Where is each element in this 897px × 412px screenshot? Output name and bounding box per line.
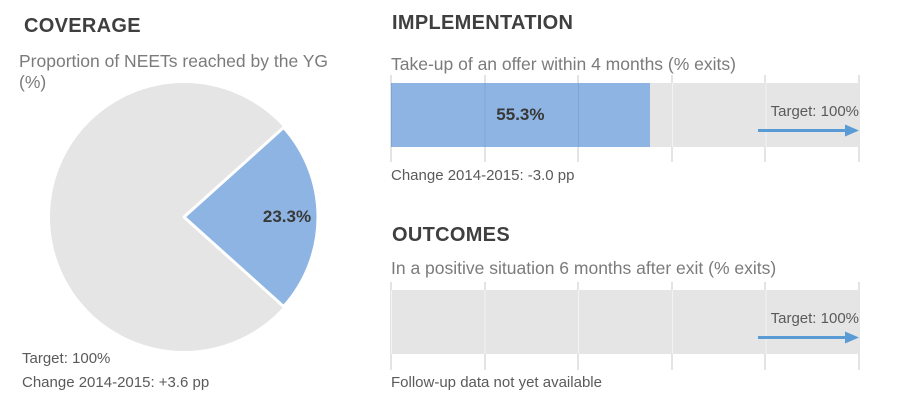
outcomes-target: Target: 100% (757, 310, 859, 344)
implementation-change-label: Change 2014-2015: -3.0 pp (391, 167, 575, 184)
coverage-change-label: Change 2014-2015: +3.6 pp (22, 374, 210, 391)
coverage-title: COVERAGE (24, 15, 141, 37)
pie-slice-value (182, 125, 320, 309)
implementation-subtitle: Take-up of an offer within 4 months (% e… (391, 54, 736, 74)
coverage-target-label: Target: 100% (22, 350, 111, 367)
implementation-value-label: 55.3% (496, 105, 545, 124)
implementation-title: IMPLEMENTATION (392, 12, 574, 34)
outcomes-title: OUTCOMES (392, 224, 510, 246)
coverage-subtitle: Proportion of NEETs reached by the YG (%… (19, 51, 329, 92)
implementation-bar-track: 55.3% (391, 83, 859, 147)
implementation-bar-fill: 55.3% (391, 83, 650, 147)
pie-data-label: 23.3% (262, 207, 312, 226)
outcomes-bar-track (391, 290, 859, 354)
target-arrow-icon (758, 124, 859, 137)
implementation-target-label: Target: 100% (770, 103, 859, 120)
outcomes-bar-chart: Target: 100% (390, 282, 860, 370)
coverage-pie-chart (50, 83, 320, 351)
outcomes-subtitle: In a positive situation 6 months after e… (391, 258, 777, 278)
implementation-target: Target: 100% (757, 103, 859, 137)
outcomes-note: Follow-up data not yet available (391, 374, 602, 391)
implementation-bar-chart: 55.3% Target: 100% (390, 75, 860, 162)
outcomes-target-label: Target: 100% (770, 310, 859, 327)
target-arrow-icon (758, 331, 859, 344)
